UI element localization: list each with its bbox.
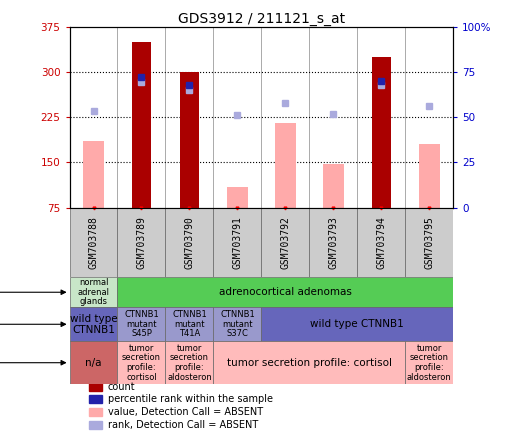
Text: GSM703790: GSM703790 <box>184 216 195 269</box>
Bar <box>117 307 165 341</box>
Text: other: other <box>0 358 65 368</box>
Bar <box>70 307 117 341</box>
Text: wild type CTNNB1: wild type CTNNB1 <box>311 319 404 329</box>
Text: percentile rank within the sample: percentile rank within the sample <box>108 394 273 404</box>
Text: rank, Detection Call = ABSENT: rank, Detection Call = ABSENT <box>108 420 258 430</box>
Text: tumor
secretion
profile:
aldosteron: tumor secretion profile: aldosteron <box>167 344 212 382</box>
Bar <box>261 208 310 278</box>
Text: CTNNB1
mutant
S37C: CTNNB1 mutant S37C <box>220 310 255 338</box>
Bar <box>117 208 165 278</box>
Text: tissue: tissue <box>0 287 65 297</box>
Text: tumor
secretion
profile:
aldosteron: tumor secretion profile: aldosteron <box>407 344 452 382</box>
Text: GSM703793: GSM703793 <box>328 216 338 269</box>
Bar <box>213 307 261 341</box>
Bar <box>83 141 104 208</box>
Text: n/a: n/a <box>85 358 102 368</box>
Text: CTNNB1
mutant
S45P: CTNNB1 mutant S45P <box>124 310 159 338</box>
Bar <box>70 208 117 278</box>
Bar <box>89 421 102 429</box>
Bar <box>323 164 344 208</box>
Bar <box>405 341 453 384</box>
Text: tumor secretion profile: cortisol: tumor secretion profile: cortisol <box>227 358 392 368</box>
Bar <box>89 383 102 391</box>
Bar <box>227 186 248 208</box>
Bar <box>165 341 213 384</box>
Bar <box>117 341 165 384</box>
Bar <box>310 208 357 278</box>
Text: normal
adrenal
glands: normal adrenal glands <box>77 278 110 306</box>
Text: GSM703789: GSM703789 <box>136 216 146 269</box>
Text: genotype/variation: genotype/variation <box>0 319 65 329</box>
Bar <box>357 208 405 278</box>
Bar <box>180 72 199 208</box>
Text: GSM703791: GSM703791 <box>232 216 243 269</box>
Bar <box>70 278 117 307</box>
Text: count: count <box>108 381 135 392</box>
Bar <box>70 341 117 384</box>
Text: tumor
secretion
profile:
cortisol: tumor secretion profile: cortisol <box>122 344 161 382</box>
Bar <box>213 208 261 278</box>
Bar <box>165 307 213 341</box>
Text: wild type
CTNNB1: wild type CTNNB1 <box>70 314 117 335</box>
Bar <box>372 57 391 208</box>
Bar <box>213 341 405 384</box>
Text: value, Detection Call = ABSENT: value, Detection Call = ABSENT <box>108 407 263 417</box>
Bar <box>132 42 151 208</box>
Text: adrenocortical adenomas: adrenocortical adenomas <box>219 287 352 297</box>
Bar <box>165 208 213 278</box>
Bar <box>117 278 453 307</box>
Bar <box>275 123 296 208</box>
Bar <box>405 208 453 278</box>
Text: GSM703788: GSM703788 <box>89 216 98 269</box>
Bar <box>89 408 102 416</box>
Text: CTNNB1
mutant
T41A: CTNNB1 mutant T41A <box>172 310 207 338</box>
Text: GSM703792: GSM703792 <box>280 216 290 269</box>
Title: GDS3912 / 211121_s_at: GDS3912 / 211121_s_at <box>178 12 345 26</box>
Bar <box>89 395 102 404</box>
Bar <box>419 144 440 208</box>
Text: GSM703795: GSM703795 <box>424 216 434 269</box>
Bar <box>261 307 453 341</box>
Text: GSM703794: GSM703794 <box>376 216 386 269</box>
